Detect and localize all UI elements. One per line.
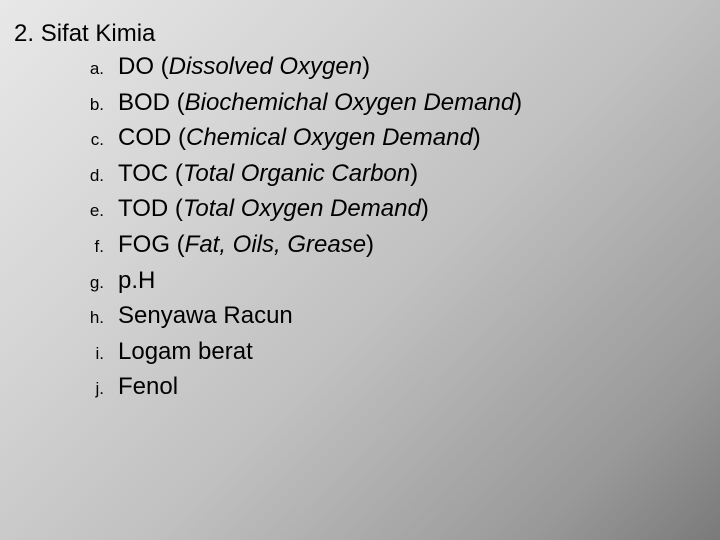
item-expansion: Fat, Oils, Grease [185,231,366,258]
item-abbrev: FOG ( [118,231,185,258]
list-item: a. DO (Dissolved Oxygen) [74,50,706,84]
item-close-paren: ) [366,231,374,258]
list-item-text: Fenol [118,370,178,404]
list-item-text: Senyawa Racun [118,299,293,333]
list-item-text: TOD (Total Oxygen Demand) [118,192,429,226]
list-marker: g. [74,271,104,295]
list-item: g. p.H [74,264,706,298]
item-expansion: Biochemichal Oxygen Demand [185,89,515,116]
heading-title: Sifat Kimia [41,20,156,47]
list-item-text: DO (Dissolved Oxygen) [118,50,370,84]
item-list: a. DO (Dissolved Oxygen) b. BOD (Biochemich… [74,50,706,404]
item-expansion: Total Oxygen Demand [183,195,421,222]
list-marker: b. [74,93,104,117]
item-abbrev: TOD ( [118,195,183,222]
list-item: b. BOD (Biochemichal Oxygen Demand) [74,86,706,120]
list-item-text: p.H [118,264,155,298]
item-close-paren: ) [421,195,429,222]
item-abbrev: COD ( [118,124,186,151]
list-item-text: Logam berat [118,335,253,369]
item-close-paren: ) [473,124,481,151]
list-item: j. Fenol [74,370,706,404]
list-marker: c. [74,128,104,152]
list-item-text: COD (Chemical Oxygen Demand) [118,121,481,155]
section-heading: 2. Sifat Kimia [14,20,706,48]
item-close-paren: ) [362,53,370,80]
item-close-paren: ) [410,160,418,187]
list-marker: h. [74,306,104,330]
heading-number: 2. [14,20,34,47]
list-marker: f. [74,235,104,259]
list-marker: e. [74,199,104,223]
list-item-text: FOG (Fat, Oils, Grease) [118,228,374,262]
list-marker: d. [74,164,104,188]
slide-content: 2. Sifat Kimia a.DO (Dissolved Oxygen)b.… [0,0,720,426]
list-marker: a. [74,57,104,81]
item-close-paren: ) [514,89,522,116]
list-item: h. Senyawa Racun [74,299,706,333]
item-expansion: Total Organic Carbon [183,160,410,187]
list-item-text: TOC (Total Organic Carbon) [118,157,418,191]
list-item: i. Logam berat [74,335,706,369]
list-item: d. TOC (Total Organic Carbon) [74,157,706,191]
item-expansion: Chemical Oxygen Demand [186,124,473,151]
list-marker: i. [74,342,104,366]
item-expansion: Dissolved Oxygen [169,53,362,80]
list-item: f. FOG (Fat, Oils, Grease) [74,228,706,262]
item-abbrev: BOD ( [118,89,185,116]
list-item: c. COD (Chemical Oxygen Demand) [74,121,706,155]
list-item-text: BOD (Biochemichal Oxygen Demand) [118,86,522,120]
list-marker: j. [74,377,104,401]
item-abbrev: DO ( [118,53,169,80]
item-abbrev: TOC ( [118,160,183,187]
list-item: e. TOD (Total Oxygen Demand) [74,192,706,226]
